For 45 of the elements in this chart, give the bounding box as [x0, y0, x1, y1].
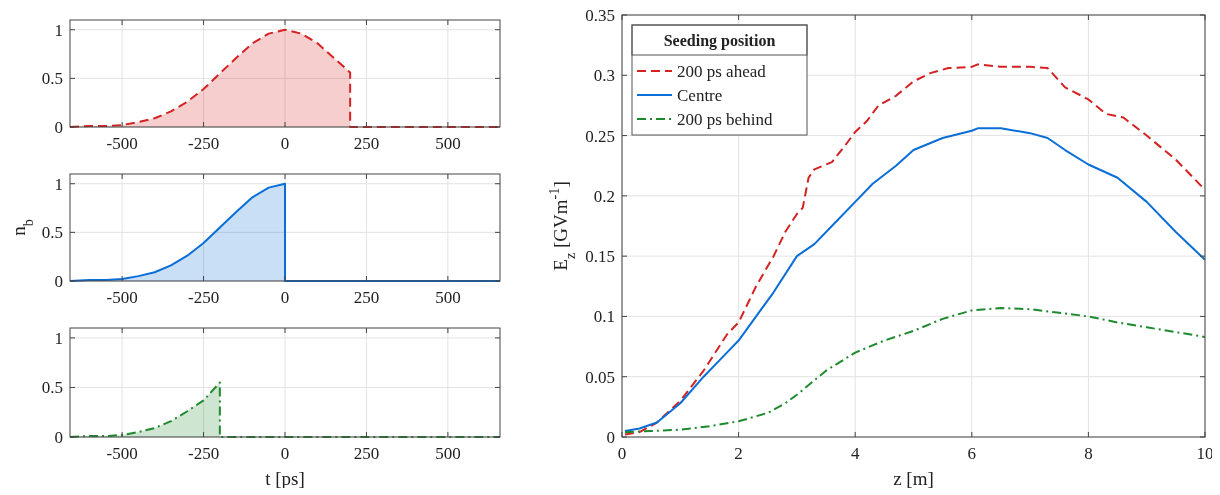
- line-series: [623, 306, 1205, 434]
- x-tick-label: 0: [280, 288, 290, 307]
- x-tick-label: 2: [734, 444, 743, 463]
- x-tick-label: 8: [1084, 444, 1093, 463]
- x-tick-label: 4: [850, 444, 860, 463]
- y-tick-label: 0: [54, 428, 63, 447]
- x-tick-label: -250: [187, 134, 220, 153]
- x-tick-label: -500: [106, 134, 138, 153]
- x-axis-title: z [m]: [893, 468, 934, 489]
- x-tick-label: -250: [187, 288, 220, 307]
- x-tick-label: -500: [106, 288, 138, 307]
- y-tick-label: 1: [54, 174, 63, 194]
- x-tick-label: 250: [353, 288, 380, 307]
- x-tick-label: 500: [435, 288, 461, 307]
- x-tick-label: -250: [187, 444, 220, 463]
- y-tick-label: 0.25: [585, 126, 615, 146]
- y-tick-label: 0.5: [41, 223, 63, 243]
- y-tick-label: 1: [54, 328, 63, 348]
- y-tick-label: 0: [606, 428, 615, 447]
- legend-label: 200 ps behind: [677, 110, 773, 129]
- x-tick-label: 6: [967, 444, 977, 463]
- y-tick-label: 0: [54, 272, 63, 291]
- x-tick-label: 250: [353, 134, 380, 153]
- legend-label: Centre: [677, 86, 723, 105]
- legend-label: 200 ps ahead: [677, 62, 767, 81]
- x-tick-label: 250: [353, 444, 380, 463]
- line-series: [623, 127, 1205, 432]
- legend-title: Seeding position: [663, 32, 776, 50]
- y-tick-label: 0.35: [585, 6, 615, 25]
- y-tick-label: 0.2: [593, 186, 615, 206]
- y-tick-label: 0.5: [41, 69, 63, 89]
- x-tick-label: 0: [280, 444, 290, 463]
- x-tick-label: -500: [106, 444, 138, 463]
- y-tick-label: 0.3: [593, 66, 615, 86]
- y-tick-label: 0.1: [593, 307, 615, 327]
- y-tick-label: 0.15: [585, 247, 615, 267]
- y-tick-label: 1: [54, 20, 63, 40]
- y-tick-label: 0.05: [585, 367, 615, 387]
- x-tick-label: 10: [1196, 444, 1214, 463]
- y-tick-label: 0.5: [41, 378, 63, 398]
- x-tick-label: 500: [435, 134, 461, 153]
- x-tick-label: 500: [435, 444, 461, 463]
- x-tick-label: 0: [617, 444, 627, 463]
- x-tick-label: 0: [280, 134, 290, 153]
- y-tick-label: 0: [54, 118, 63, 137]
